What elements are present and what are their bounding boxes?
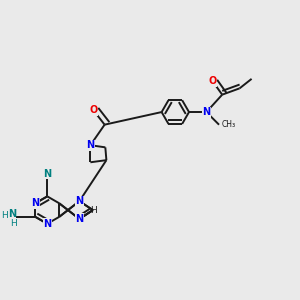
Text: O: O	[208, 76, 217, 86]
Text: N: N	[32, 198, 40, 208]
Text: O: O	[89, 105, 98, 116]
Text: N: N	[43, 219, 51, 229]
Text: N: N	[75, 214, 83, 224]
Text: H: H	[90, 206, 97, 214]
Text: CH₃: CH₃	[222, 120, 236, 129]
Text: N: N	[75, 196, 83, 206]
Text: N: N	[86, 140, 94, 150]
Text: N: N	[8, 209, 16, 219]
Text: N: N	[43, 169, 51, 179]
Text: H: H	[10, 219, 17, 228]
Text: H: H	[2, 211, 8, 220]
Text: N: N	[202, 107, 211, 117]
